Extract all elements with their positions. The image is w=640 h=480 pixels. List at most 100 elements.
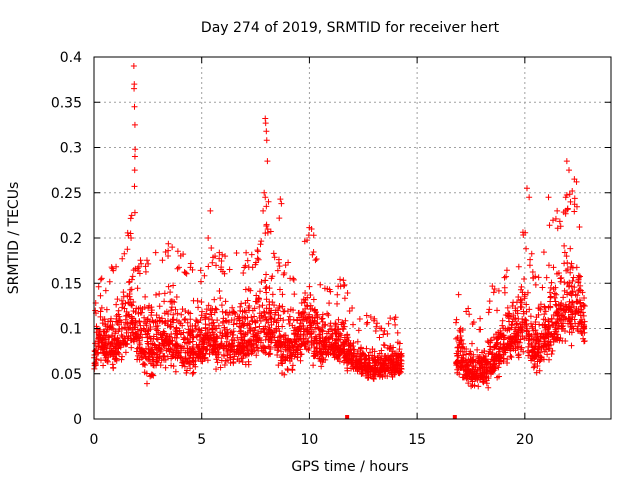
data-point (395, 355, 402, 362)
data-point (312, 333, 319, 340)
data-point (530, 274, 537, 281)
data-point (564, 206, 571, 213)
data-point (275, 317, 282, 324)
data-point (372, 356, 379, 363)
data-point (541, 335, 548, 342)
data-point (565, 303, 572, 310)
data-point (252, 324, 259, 331)
data-point (91, 347, 98, 354)
data-point (300, 326, 307, 333)
data-point (339, 319, 346, 326)
data-point (380, 341, 387, 348)
data-point (350, 321, 357, 328)
data-point (267, 314, 274, 321)
data-point (325, 349, 332, 356)
data-point (147, 340, 154, 347)
data-point (577, 309, 584, 316)
data-point (279, 291, 286, 298)
data-point (492, 353, 499, 360)
data-point (354, 338, 361, 345)
data-point (568, 342, 575, 349)
data-point (571, 195, 578, 202)
data-point (207, 207, 214, 214)
data-point (525, 343, 532, 350)
data-point (458, 344, 465, 351)
data-point (189, 345, 196, 352)
data-point (119, 301, 126, 308)
data-point (525, 331, 532, 338)
data-point (211, 296, 218, 303)
data-point (567, 323, 574, 330)
data-point (242, 309, 249, 316)
data-point (472, 359, 479, 366)
data-point (263, 128, 270, 135)
data-point (125, 324, 132, 331)
data-point (135, 267, 142, 274)
data-point (190, 361, 197, 368)
data-point (306, 331, 313, 338)
data-point (385, 320, 392, 327)
data-point (304, 294, 311, 301)
data-point (515, 315, 522, 322)
data-point (175, 264, 182, 271)
data-point (515, 326, 522, 333)
data-point (248, 314, 255, 321)
data-point (528, 332, 535, 339)
data-point (165, 240, 172, 247)
data-point (495, 364, 502, 371)
data-point (189, 334, 196, 341)
data-point (564, 259, 571, 266)
data-point (491, 285, 498, 292)
data-point (521, 295, 528, 302)
data-point (189, 266, 196, 273)
data-point (221, 324, 228, 331)
data-point (499, 317, 506, 324)
data-point (386, 345, 393, 352)
data-point (547, 293, 554, 300)
data-point (244, 297, 251, 304)
data-point (110, 351, 117, 358)
data-point (543, 274, 550, 281)
data-point (549, 347, 556, 354)
data-point (263, 296, 270, 303)
data-point (208, 311, 215, 318)
data-point (178, 311, 185, 318)
data-point (221, 361, 228, 368)
data-point (530, 355, 537, 362)
data-point (542, 346, 549, 353)
data-point (267, 346, 274, 353)
data-point (222, 309, 229, 316)
data-point (523, 185, 530, 192)
data-point (258, 238, 265, 245)
data-point (297, 346, 304, 353)
data-point (494, 374, 501, 381)
data-point (172, 340, 179, 347)
data-point (266, 285, 273, 292)
data-point (512, 315, 519, 322)
y-tick-label: 0.2 (60, 231, 82, 247)
data-point (157, 362, 164, 369)
data-point (528, 320, 535, 327)
data-point (270, 318, 277, 325)
data-point (550, 217, 556, 224)
data-point (109, 332, 116, 339)
data-point (190, 347, 197, 354)
data-point (213, 262, 220, 269)
data-point (335, 283, 342, 290)
data-point (115, 342, 122, 349)
data-point (245, 304, 252, 311)
data-point (562, 210, 569, 217)
data-point (218, 335, 225, 342)
data-point (190, 369, 197, 376)
data-point (204, 357, 211, 364)
data-point (154, 359, 161, 366)
data-point (153, 291, 160, 298)
data-point (318, 316, 325, 323)
data-point (571, 201, 578, 208)
data-point (244, 329, 251, 336)
data-point (165, 252, 172, 259)
y-tick-label: 0 (73, 412, 82, 428)
data-point (482, 353, 489, 360)
data-point (191, 323, 198, 330)
data-point (131, 85, 138, 92)
